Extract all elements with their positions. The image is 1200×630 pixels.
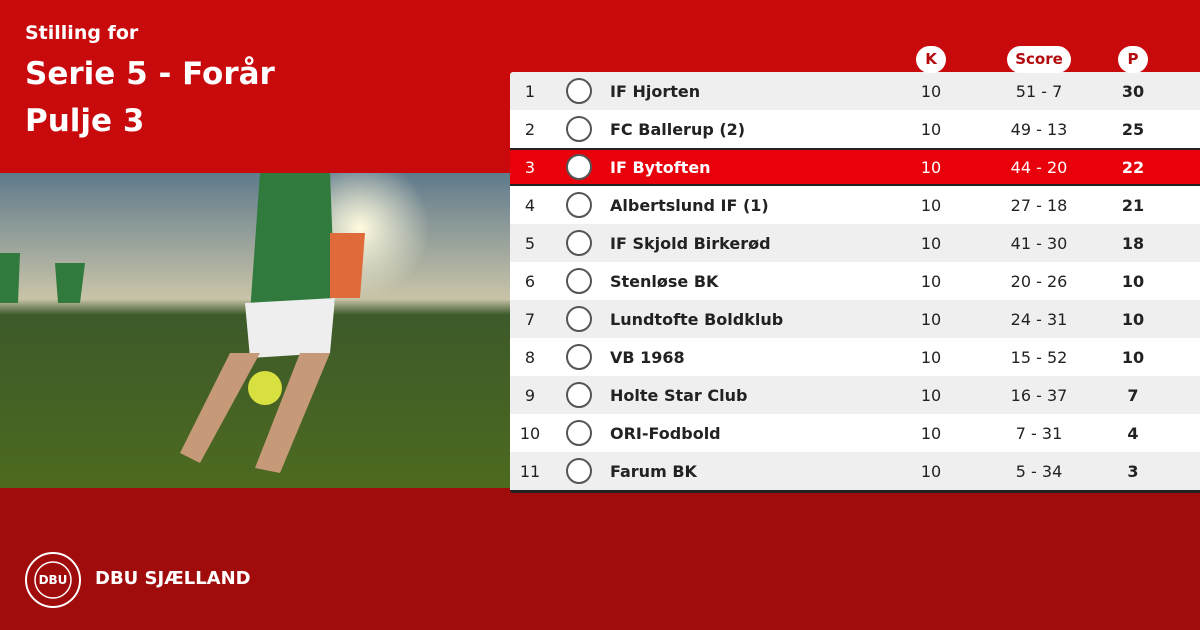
score: 44 - 20 [1010,157,1068,177]
footer-band [0,488,1200,630]
score: 15 - 52 [1010,347,1068,367]
subtitle: Stilling for [25,22,139,44]
rank: 3 [524,157,536,177]
rank: 2 [524,119,536,139]
score: 20 - 26 [1010,271,1068,291]
logo: DBU [25,552,81,608]
rank: 11 [519,461,541,481]
points: 22 [1121,157,1145,177]
team: ORI-Fodbold [610,423,721,443]
table-row: 10 ORI-Fodbold 10 7 - 31 4 [510,414,1200,452]
team-logo [566,420,592,446]
matches: 10 [920,81,942,101]
standings-table: 1 IF Hjorten 10 51 - 7 30 2 FC Ballerup (2) 10 4… [510,72,1200,493]
matches: 10 [920,157,942,177]
score: 49 - 13 [1010,119,1068,139]
title: Serie 5 - Forår [25,56,275,92]
team: Stenløse BK [610,271,719,291]
brand: DBU SJÆLLAND [95,568,251,589]
rank: 6 [524,271,536,291]
team-logo [566,78,592,104]
points: 10 [1121,271,1145,291]
team: Holte Star Club [610,385,748,405]
column-header: Score [1007,46,1071,73]
points: 3 [1127,461,1139,481]
team: VB 1968 [610,347,685,367]
team-logo [566,458,592,484]
rank: 5 [524,233,536,253]
team: Albertslund IF (1) [610,195,769,215]
score: 16 - 37 [1010,385,1068,405]
rank: 4 [524,195,536,215]
score: 7 - 31 [1015,423,1063,443]
points: 25 [1121,119,1145,139]
table-row: 3 IF Bytoften 10 44 - 20 22 [510,148,1200,186]
team-logo [566,344,592,370]
rank: 7 [524,309,536,329]
matches: 10 [920,195,942,215]
matches: 10 [920,119,942,139]
team: IF Hjorten [610,81,701,101]
team-logo [566,382,592,408]
score: 24 - 31 [1010,309,1068,329]
score: 5 - 34 [1015,461,1063,481]
table-row: 2 FC Ballerup (2) 10 49 - 13 25 [510,110,1200,148]
points: 7 [1127,385,1139,405]
score: 27 - 18 [1010,195,1068,215]
rank: 8 [524,347,536,367]
points: 4 [1127,423,1139,443]
points: 21 [1121,195,1145,215]
team-logo [566,230,592,256]
table-row: 9 Holte Star Club 10 16 - 37 7 [510,376,1200,414]
points: 18 [1121,233,1145,253]
table-row: 8 VB 1968 10 15 - 52 10 [510,338,1200,376]
team-logo [566,116,592,142]
table-row: 11 Farum BK 10 5 - 34 3 [510,452,1200,490]
team-logo [566,192,592,218]
score: 51 - 7 [1015,81,1063,101]
matches: 10 [920,233,942,253]
column-header: P [1118,46,1148,73]
matches: 10 [920,423,942,443]
rank: 9 [524,385,536,405]
logo-text: DBU [39,573,68,587]
team-logo [566,306,592,332]
matches: 10 [920,461,942,481]
team: Lundtofte Boldklub [610,309,784,329]
points: 30 [1121,81,1145,101]
table-row: 7 Lundtofte Boldklub 10 24 - 31 10 [510,300,1200,338]
team-logo [566,268,592,294]
table-row: 4 Albertslund IF (1) 10 27 - 18 21 [510,186,1200,224]
photo [0,173,510,488]
table-row: 5 IF Skjold Birkerød 10 41 - 30 18 [510,224,1200,262]
points: 10 [1121,309,1145,329]
team: IF Skjold Birkerød [610,233,771,253]
matches: 10 [920,347,942,367]
matches: 10 [920,309,942,329]
rank: 10 [519,423,541,443]
table-row: 6 Stenløse BK 10 20 - 26 10 [510,262,1200,300]
table-row: 1 IF Hjorten 10 51 - 7 30 [510,72,1200,110]
rank: 1 [524,81,536,101]
team-logo [566,154,592,180]
pool: Pulje 3 [25,103,145,139]
column-header: K [916,46,946,73]
matches: 10 [920,385,942,405]
score: 41 - 30 [1010,233,1068,253]
team: IF Bytoften [610,157,711,177]
points: 10 [1121,347,1145,367]
matches: 10 [920,271,942,291]
team: Farum BK [610,461,697,481]
team: FC Ballerup (2) [610,119,746,139]
